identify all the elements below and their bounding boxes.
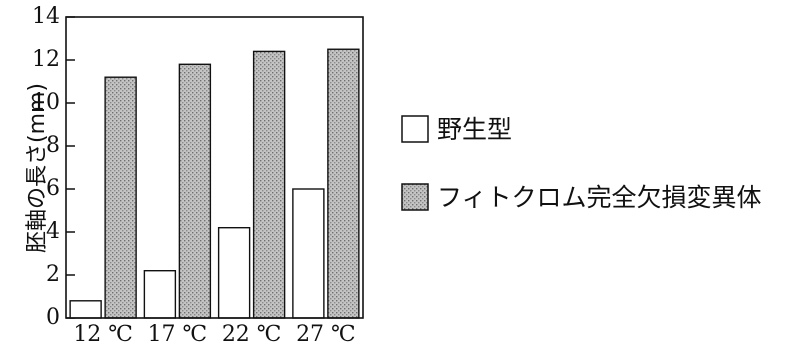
y-tick-label: 14 [32, 4, 60, 29]
x-axis-categories: 12 ℃ 17 ℃ 22 ℃ 27 ℃ [73, 322, 355, 347]
y-tick-label: 8 [46, 133, 60, 158]
bar-mutant [327, 48, 360, 319]
x-category-label: 12 ℃ [73, 322, 133, 347]
bar-mutant [104, 76, 137, 319]
y-axis-ticks: 0 2 4 6 8 10 12 14 [32, 4, 75, 330]
legend: 野生型 フィトクロム完全欠損変異体 [401, 115, 762, 212]
x-category-label: 22 ℃ [222, 322, 282, 347]
bar-mutant [252, 50, 286, 319]
legend-label-wild-type: 野生型 [437, 115, 512, 144]
bar-wild-type [69, 300, 102, 319]
y-tick-label: 2 [46, 262, 60, 287]
plot-frame [65, 16, 364, 319]
bar-wild-type [217, 226, 251, 319]
bar-mutant [178, 63, 212, 319]
legend-swatch-wild-type [401, 115, 429, 143]
x-category-label: 27 ℃ [296, 322, 356, 347]
y-tick-label: 12 [32, 47, 60, 72]
bars-group [69, 48, 360, 319]
y-tick-label: 10 [32, 90, 60, 115]
y-axis-label: 胚軸の長さ(mm) [25, 83, 50, 253]
bar-wild-type [143, 270, 177, 319]
legend-label-mutant: フィトクロム完全欠損変異体 [437, 183, 762, 212]
legend-swatch-mutant [401, 183, 429, 211]
y-tick-label: 6 [46, 176, 60, 201]
y-tick-label: 4 [46, 219, 60, 244]
y-tick-label: 0 [46, 305, 60, 330]
x-category-label: 17 ℃ [148, 322, 208, 347]
bar-wild-type [292, 188, 325, 319]
